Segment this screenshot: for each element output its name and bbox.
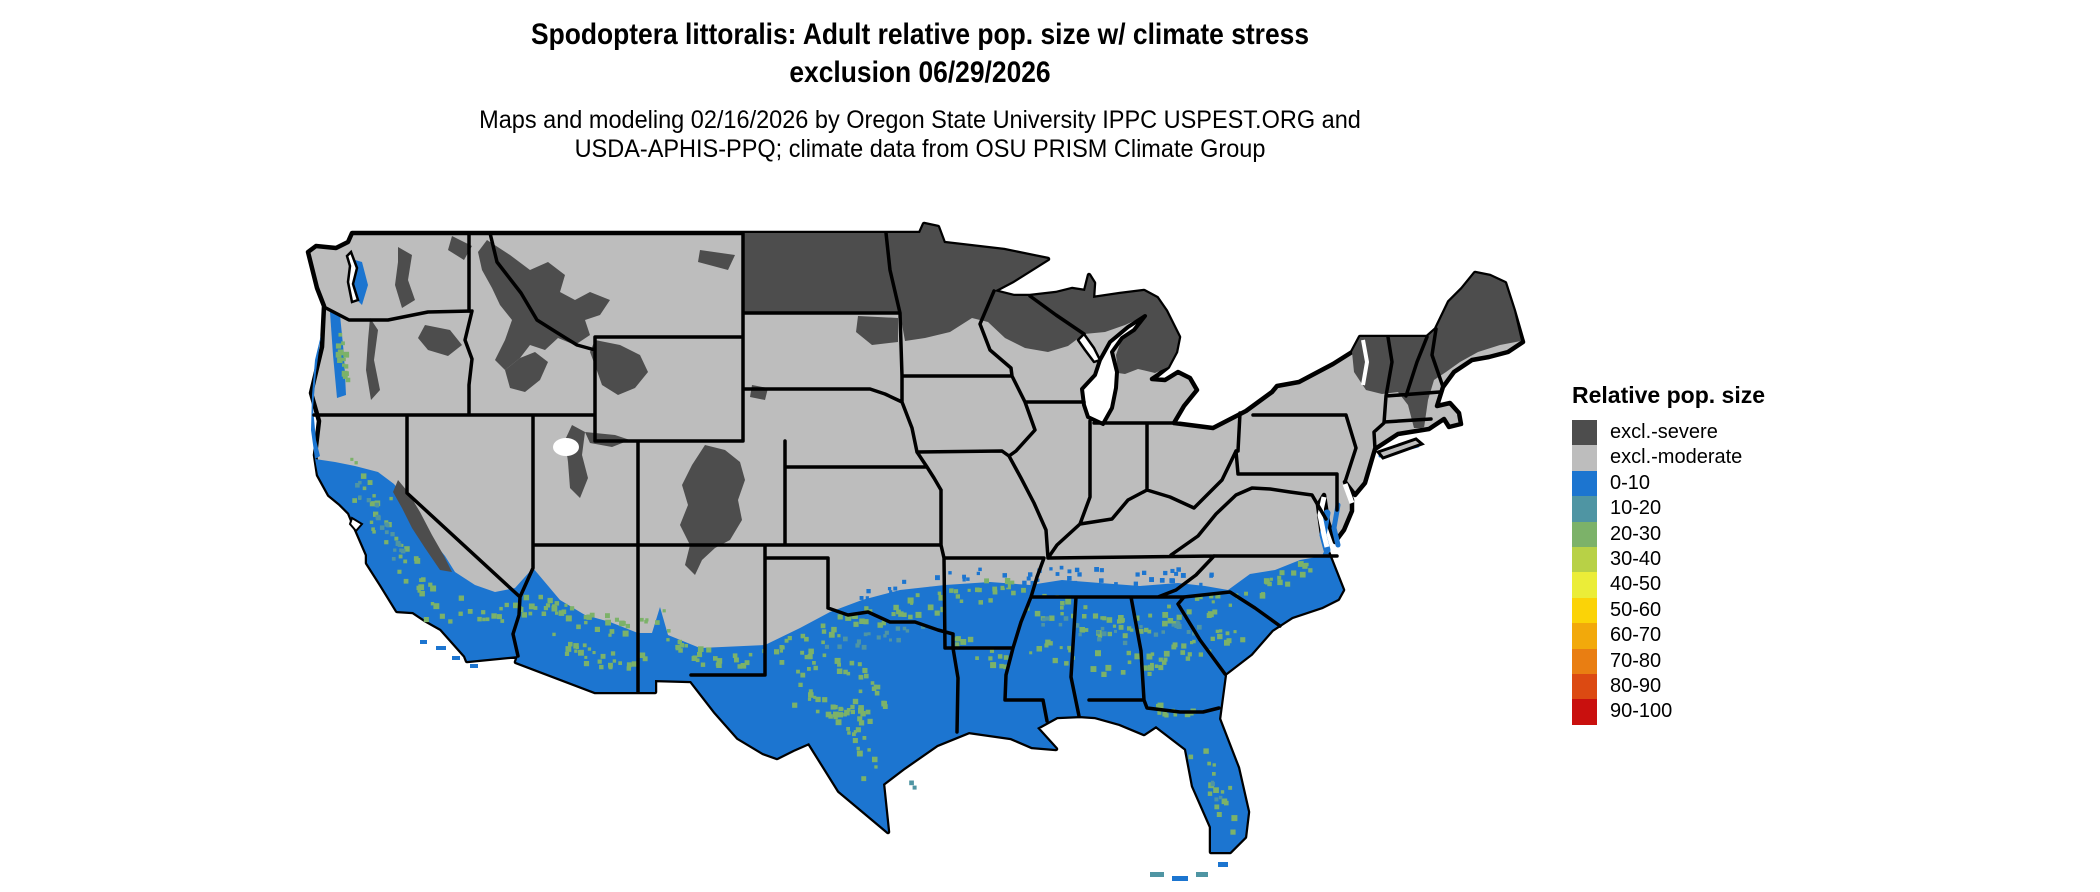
page-title: Spodoptera littoralis: Adult relative po… (110, 16, 1729, 92)
legend-item: 0-10 (1572, 470, 1832, 497)
legend-item: 50-60 (1572, 597, 1832, 624)
san-francisco-bay (348, 516, 364, 533)
legend-item: 80-90 (1572, 673, 1832, 700)
legend-swatch (1572, 572, 1597, 598)
legend-item: 20-30 (1572, 521, 1832, 547)
legend-items: excl.-severe excl.-moderate 0-10 10-20 20-30… (1572, 420, 1832, 725)
great-lakes (1076, 314, 1147, 426)
subtitle-line-1: Maps and modeling 02/16/2026 by Oregon S… (479, 106, 1361, 134)
legend-swatch (1572, 623, 1597, 649)
legend-swatch (1572, 445, 1597, 471)
legend-item: excl.-severe (1572, 420, 1832, 446)
figure-header: Spodoptera littoralis: Adult relative po… (0, 16, 1840, 164)
legend-swatch (1572, 521, 1597, 547)
legend-label: 70-80 (1610, 649, 1662, 672)
lake-michigan (1080, 314, 1147, 426)
channel-islands (420, 640, 478, 668)
legend-swatch (1572, 496, 1597, 522)
legend-label: 40-50 (1610, 573, 1662, 596)
legend-label: 50-60 (1610, 598, 1662, 621)
green-bay (1076, 332, 1102, 364)
region-pop-0-10 (315, 459, 1343, 852)
legend-label: 90-100 (1610, 700, 1673, 723)
chesapeake-bay (1317, 496, 1330, 548)
legend-swatch (1572, 673, 1597, 700)
water-details (345, 249, 1370, 548)
subtitle-line-2: USDA-APHIS-PPQ; climate data from OSU PR… (574, 135, 1266, 163)
region-excl-severe (366, 224, 1521, 575)
page-subtitle: Maps and modeling 02/16/2026 by Oregon S… (55, 106, 1785, 164)
legend-label: 0-10 (1610, 471, 1651, 494)
title-line-2: exclusion 06/29/2026 (789, 56, 1051, 89)
legend-swatch (1572, 546, 1597, 573)
legend-swatch (1572, 420, 1597, 446)
legend-item: 60-70 (1572, 623, 1832, 649)
florida-keys (1150, 862, 1228, 881)
legend-label: excl.-severe (1610, 421, 1718, 443)
lake-champlain (1361, 339, 1370, 386)
legend-item: 40-50 (1572, 572, 1832, 598)
legend-item: 30-40 (1572, 546, 1832, 573)
legend-label: 60-70 (1610, 624, 1662, 647)
legend: Relative pop. size excl.-severe excl.-mod… (1572, 382, 1832, 725)
long-island (1375, 437, 1425, 460)
legend-label: 20-30 (1610, 522, 1662, 545)
legend-label: 80-90 (1610, 674, 1662, 697)
legend-item: 70-80 (1572, 648, 1832, 674)
legend-item: 10-20 (1572, 496, 1832, 522)
legend-title: Relative pop. size (1572, 382, 1766, 408)
delaware-bay (1342, 483, 1355, 504)
legend-item: 90-100 (1572, 699, 1832, 725)
legend-label: 10-20 (1610, 497, 1662, 520)
legend-swatch (1572, 648, 1597, 674)
state-borders (312, 231, 1445, 734)
legend-label: excl.-moderate (1610, 446, 1743, 469)
legend-swatch (1572, 699, 1597, 725)
legend-swatch (1572, 597, 1597, 624)
legend-swatch (1572, 470, 1597, 497)
legend-label: 30-40 (1610, 547, 1662, 570)
legend-item: excl.-moderate (1572, 445, 1832, 471)
puget-sound (345, 249, 360, 304)
title-line-1: Spodoptera littoralis: Adult relative po… (530, 18, 1310, 51)
great-salt-lake (553, 438, 579, 456)
